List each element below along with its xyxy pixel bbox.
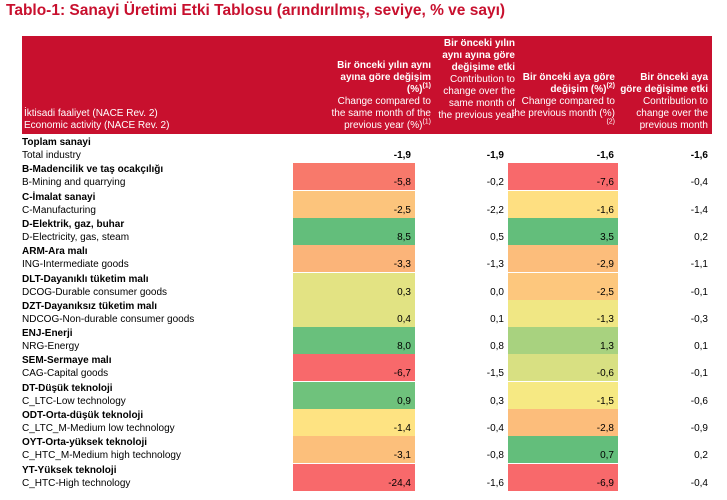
row-category: DZT-Dayanıksız tüketim malı: [22, 300, 158, 312]
value-cell-v3: -2,9: [508, 245, 618, 273]
value-cell-v3: -0,6: [508, 354, 618, 382]
value-cell-v4: -0,1: [690, 368, 708, 380]
value-cell-v2: 0,8: [490, 341, 504, 353]
row-subcategory: ING-Intermediate goods: [22, 259, 129, 271]
value-cell-v2: -1,6: [486, 477, 504, 489]
value-cell-v1: -3,3: [293, 245, 415, 273]
value-cell-v2: -0,8: [486, 450, 504, 462]
header-col4-tr: Bir önceki aya göre değişime etki: [620, 72, 708, 95]
row-category: YT-Yüksek teknoloji: [22, 464, 117, 476]
row-category: DLT-Dayanıklı tüketim malı: [22, 273, 149, 285]
header-col4-en: Contribution to change over the previous…: [636, 96, 708, 131]
row-category: B-Madencilik ve taş ocakçılığı: [22, 164, 164, 176]
header-col3-tr-sup: (2): [606, 82, 615, 90]
header-col2-tr: Bir önceki yılın aynı ayına göre değişim…: [442, 38, 515, 73]
row-subcategory: C_HTC_M-Medium high technology: [22, 450, 181, 462]
value-cell-v1: -2,5: [293, 190, 415, 218]
value-cell-v2: -1,9: [486, 150, 504, 161]
row-subcategory: D-Electricity, gas, steam: [22, 231, 130, 243]
header-col2-en: Contribution to change over the same mon…: [438, 74, 515, 121]
value-cell-v3: 3,5: [508, 217, 618, 245]
row-category: D-Elektrik, gaz, buhar: [22, 218, 125, 230]
value-cell-v4: -1,4: [690, 204, 708, 216]
value-cell-v4: -0,3: [690, 313, 708, 325]
header-col1-en: Change compared to the same month of the…: [331, 96, 431, 131]
header-col3-en-sup: (2): [606, 118, 615, 126]
row-subcategory: NDCOG-Non-durable consumer goods: [22, 313, 195, 325]
header-col2: Bir önceki yılın aynı ayına göre değişim…: [434, 36, 518, 134]
value-cell-v4: 0,2: [694, 231, 708, 243]
value-cell-v4: -0,1: [690, 286, 708, 298]
value-cell-v1: 8,5: [293, 217, 415, 245]
row-category: C-İmalat sanayi: [22, 191, 96, 203]
value-cell-v1: -6,7: [293, 354, 415, 382]
row-category: ENJ-Enerji: [22, 328, 73, 340]
value-cell-v1: 0,3: [293, 272, 415, 300]
row-subcategory: CAG-Capital goods: [22, 368, 109, 380]
value-cell-v3: 0,7: [508, 436, 618, 464]
header-col1-en-sup: (1): [422, 118, 431, 126]
value-cell-v2: -0,4: [486, 423, 504, 434]
value-cell-v3: -7,6: [508, 163, 618, 191]
header-activity: İktisadi faaliyet (NACE Rev. 2) Economic…: [24, 36, 294, 134]
value-cell-v4: 0,1: [694, 341, 708, 353]
value-cell-v1: -3,1: [293, 436, 415, 464]
row-subcategory: NRG-Energy: [22, 341, 80, 353]
value-cell-v4: -0,4: [690, 477, 708, 489]
value-cell-v4: -1,1: [690, 259, 708, 271]
value-cell-v2: -2,2: [486, 204, 504, 216]
row-category: SEM-Sermaye malı: [22, 355, 112, 367]
row-subcategory: C_LTC-Low technology: [22, 395, 126, 407]
header-col3: Bir önceki aya göre değişim (%)(2) Chang…: [508, 36, 618, 134]
header-activity-en: Economic activity (NACE Rev. 2): [24, 120, 170, 131]
value-cell-v1: 0,4: [293, 299, 415, 327]
value-cell-v1: -5,8: [293, 163, 415, 191]
header-col3-en: Change compared to the previous month (%…: [511, 96, 615, 119]
value-cell-v2: 0,3: [490, 395, 504, 407]
row-subcategory: C-Manufacturing: [22, 204, 96, 216]
table-title: Tablo-1: Sanayi Üretimi Etki Tablosu (ar…: [6, 2, 506, 19]
value-cell-v1: -1,4: [293, 409, 415, 436]
row-subcategory: C_HTC-High technology: [22, 477, 131, 489]
value-cell-v2: -1,5: [486, 368, 504, 380]
row-category: DT-Düşük teknoloji: [22, 382, 113, 394]
value-cell-v3: 1,3: [508, 327, 618, 355]
value-cell-v4: -0,6: [690, 395, 708, 407]
value-cell-v3: -2,5: [508, 272, 618, 300]
header-activity-tr: İktisadi faaliyet (NACE Rev. 2): [24, 108, 158, 119]
row-category: Toplam sanayi: [22, 137, 91, 148]
header-col3-tr: Bir önceki aya göre değişim (%): [522, 72, 615, 95]
value-cell-v1: 8,0: [293, 327, 415, 355]
row-category: ARM-Ara malı: [22, 246, 88, 258]
value-cell-v2: 0,1: [490, 313, 504, 325]
value-cell-v3: -2,8: [508, 409, 618, 436]
value-cell-v3: -6,9: [508, 463, 618, 491]
value-cell-v4: -0,9: [690, 423, 708, 434]
value-cell-v4: -1,6: [690, 150, 708, 161]
value-cell-v3: -1,5: [508, 381, 618, 409]
header-col4: Bir önceki aya göre değişime etki Contri…: [618, 36, 712, 134]
row-subcategory: C_LTC_M-Medium low technology: [22, 423, 175, 434]
row-category: OYT-Orta-yüksek teknoloji: [22, 437, 148, 449]
header-col1: Bir önceki yılın aynı ayına göre değişim…: [294, 36, 434, 134]
value-cell-v2: -0,2: [486, 177, 504, 189]
row-subcategory: DCOG-Durable consumer goods: [22, 286, 168, 298]
table-header: İktisadi faaliyet (NACE Rev. 2) Economic…: [22, 36, 712, 134]
value-cell-v2: 0,0: [490, 286, 504, 298]
value-cell-v4: 0,2: [694, 450, 708, 462]
value-cell-v1: -24,4: [293, 463, 415, 491]
value-cell-v2: -1,3: [486, 259, 504, 271]
row-subcategory: B-Mining and quarrying: [22, 177, 126, 189]
row-subcategory: Total industry: [22, 150, 81, 161]
value-cell-v1: -1,9: [393, 150, 411, 161]
header-col1-tr: Bir önceki yılın aynı ayına göre değişim…: [337, 60, 431, 95]
value-cell-v3: -1,6: [508, 190, 618, 218]
header-col1-tr-sup: (1): [422, 82, 431, 90]
value-cell-v3: -1,3: [508, 299, 618, 327]
value-cell-v3: -1,6: [596, 150, 614, 161]
value-cell-v2: 0,5: [490, 231, 504, 243]
value-cell-v1: 0,9: [293, 381, 415, 409]
value-cell-v4: -0,4: [690, 177, 708, 189]
row-category: ODT-Orta-düşük teknoloji: [22, 410, 144, 421]
